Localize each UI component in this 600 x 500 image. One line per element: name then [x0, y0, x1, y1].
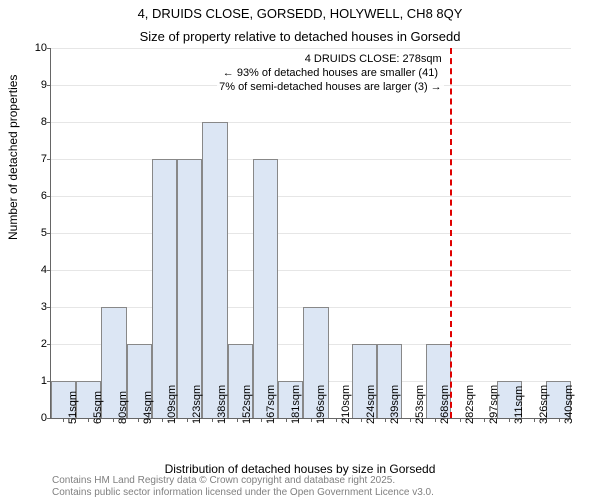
x-tick-label: 80sqm [117, 391, 129, 424]
x-tick-label: 326sqm [538, 385, 550, 424]
bar [202, 122, 227, 418]
x-tick-label: 65sqm [92, 391, 104, 424]
x-tick-label: 196sqm [315, 385, 327, 424]
x-tick-mark [484, 418, 485, 422]
x-tick-label: 282sqm [464, 385, 476, 424]
x-tick-mark [88, 418, 89, 422]
y-tick-mark [47, 418, 51, 419]
y-tick-label: 9 [29, 79, 47, 91]
x-tick-label: 311sqm [513, 386, 525, 424]
y-tick-label: 3 [29, 301, 47, 313]
x-tick-label: 94sqm [142, 391, 154, 424]
x-tick-label: 210sqm [340, 385, 352, 424]
x-tick-label: 239sqm [389, 385, 401, 424]
x-tick-mark [212, 418, 213, 422]
y-tick-label: 0 [29, 412, 47, 424]
chart-title-2: Size of property relative to detached ho… [0, 23, 600, 46]
x-tick-label: 51sqm [67, 391, 79, 424]
x-tick-label: 123sqm [191, 385, 203, 424]
y-tick-label: 1 [29, 375, 47, 387]
x-tick-label: 109sqm [166, 385, 178, 424]
bars [51, 48, 571, 418]
bar [152, 159, 177, 418]
x-tick-label: 224sqm [365, 385, 377, 424]
x-tick-mark [286, 418, 287, 422]
x-tick-mark [187, 418, 188, 422]
y-tick-label: 5 [29, 227, 47, 239]
x-tick-mark [410, 418, 411, 422]
footnote-line-2: Contains public sector information licen… [52, 487, 434, 499]
x-tick-mark [138, 418, 139, 422]
x-tick-mark [113, 418, 114, 422]
x-tick-mark [509, 418, 510, 422]
x-axis-label: Distribution of detached houses by size … [0, 462, 600, 476]
x-tick-label: 152sqm [241, 385, 253, 424]
x-tick-mark [534, 418, 535, 422]
annotation-box: 4 DRUIDS CLOSE: 278sqm← 93% of detached … [217, 52, 444, 95]
annotation-line-1: ← 93% of detached houses are smaller (41… [219, 67, 442, 81]
bar [177, 159, 202, 418]
chart-container: 4, DRUIDS CLOSE, GORSEDD, HOLYWELL, CH8 … [0, 0, 600, 500]
x-tick-label: 138sqm [216, 385, 228, 424]
x-tick-mark [237, 418, 238, 422]
x-tick-label: 340sqm [563, 385, 575, 424]
x-tick-label: 167sqm [265, 385, 277, 424]
x-tick-label: 253sqm [414, 385, 426, 424]
x-tick-label: 181sqm [290, 385, 302, 424]
x-tick-mark [63, 418, 64, 422]
annotation-header: 4 DRUIDS CLOSE: 278sqm [219, 53, 442, 67]
footnote: Contains HM Land Registry data © Crown c… [52, 475, 434, 498]
y-tick-label: 6 [29, 190, 47, 202]
y-tick-label: 10 [29, 42, 47, 54]
y-tick-label: 7 [29, 153, 47, 165]
x-tick-mark [435, 418, 436, 422]
x-tick-mark [261, 418, 262, 422]
x-tick-mark [336, 418, 337, 422]
x-tick-mark [559, 418, 560, 422]
x-tick-mark [361, 418, 362, 422]
property-marker-line [450, 48, 452, 418]
annotation-line-2: 7% of semi-detached houses are larger (3… [219, 81, 442, 95]
plot-area: 01234567891051sqm65sqm80sqm94sqm109sqm12… [50, 48, 571, 419]
x-tick-mark [385, 418, 386, 422]
y-tick-label: 4 [29, 264, 47, 276]
x-tick-mark [162, 418, 163, 422]
y-tick-label: 8 [29, 116, 47, 128]
bar [253, 159, 278, 418]
y-tick-label: 2 [29, 338, 47, 350]
footnote-line-1: Contains HM Land Registry data © Crown c… [52, 475, 434, 487]
x-tick-label: 297sqm [488, 385, 500, 424]
chart-title-1: 4, DRUIDS CLOSE, GORSEDD, HOLYWELL, CH8 … [0, 0, 600, 23]
y-axis-label: Number of detached properties [6, 75, 20, 240]
x-tick-mark [311, 418, 312, 422]
x-tick-mark [460, 418, 461, 422]
